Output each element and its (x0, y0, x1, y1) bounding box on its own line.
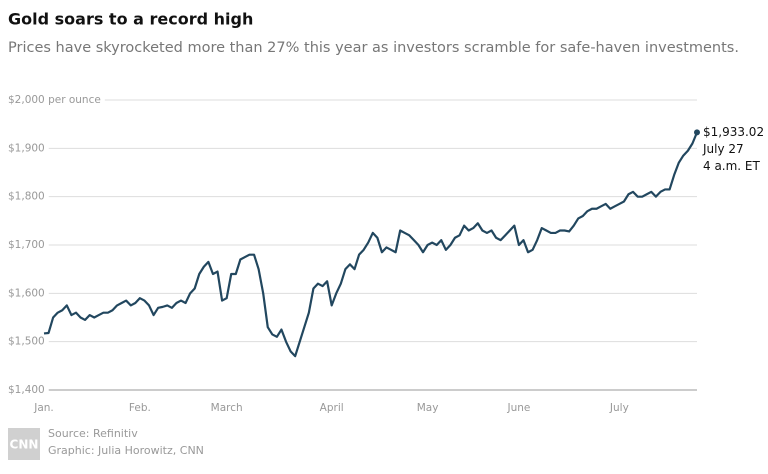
x-tick-label: March (211, 402, 243, 414)
y-tick-label: $2,000 per ounce (8, 94, 101, 106)
x-tick-label: July (609, 402, 629, 414)
annotation: 4 a.m. ET (703, 159, 761, 173)
price-line (43, 131, 699, 358)
logo-box (8, 428, 40, 460)
chart-title: Gold soars to a record high (8, 10, 253, 29)
source: Source: Refinitiv (48, 427, 138, 440)
y-tick-label: $1,800 (8, 191, 45, 203)
x-tick-label: Feb. (129, 402, 151, 414)
credit: Graphic: Julia Horowitz, CNN (48, 444, 204, 457)
end-value-label: $1,933.02 (703, 125, 764, 139)
y-tick-label: $1,400 (8, 384, 45, 396)
x-tick-label: April (320, 402, 344, 414)
y-tick-label: $1,600 (8, 287, 45, 299)
chart-subtitle: Prices have skyrocketed more than 27% th… (8, 40, 739, 56)
logo: CNN (10, 438, 39, 452)
x-tick-label: June (506, 402, 530, 414)
y-tick-label: $1,500 (8, 336, 45, 348)
annotation: July 27 (702, 142, 744, 156)
y-tick-label: $1,900 (8, 142, 45, 154)
x-tick-label: May (417, 402, 439, 414)
y-tick-label: $1,700 (8, 239, 45, 251)
end-dot (694, 129, 700, 136)
x-tick-label: Jan. (33, 402, 54, 414)
